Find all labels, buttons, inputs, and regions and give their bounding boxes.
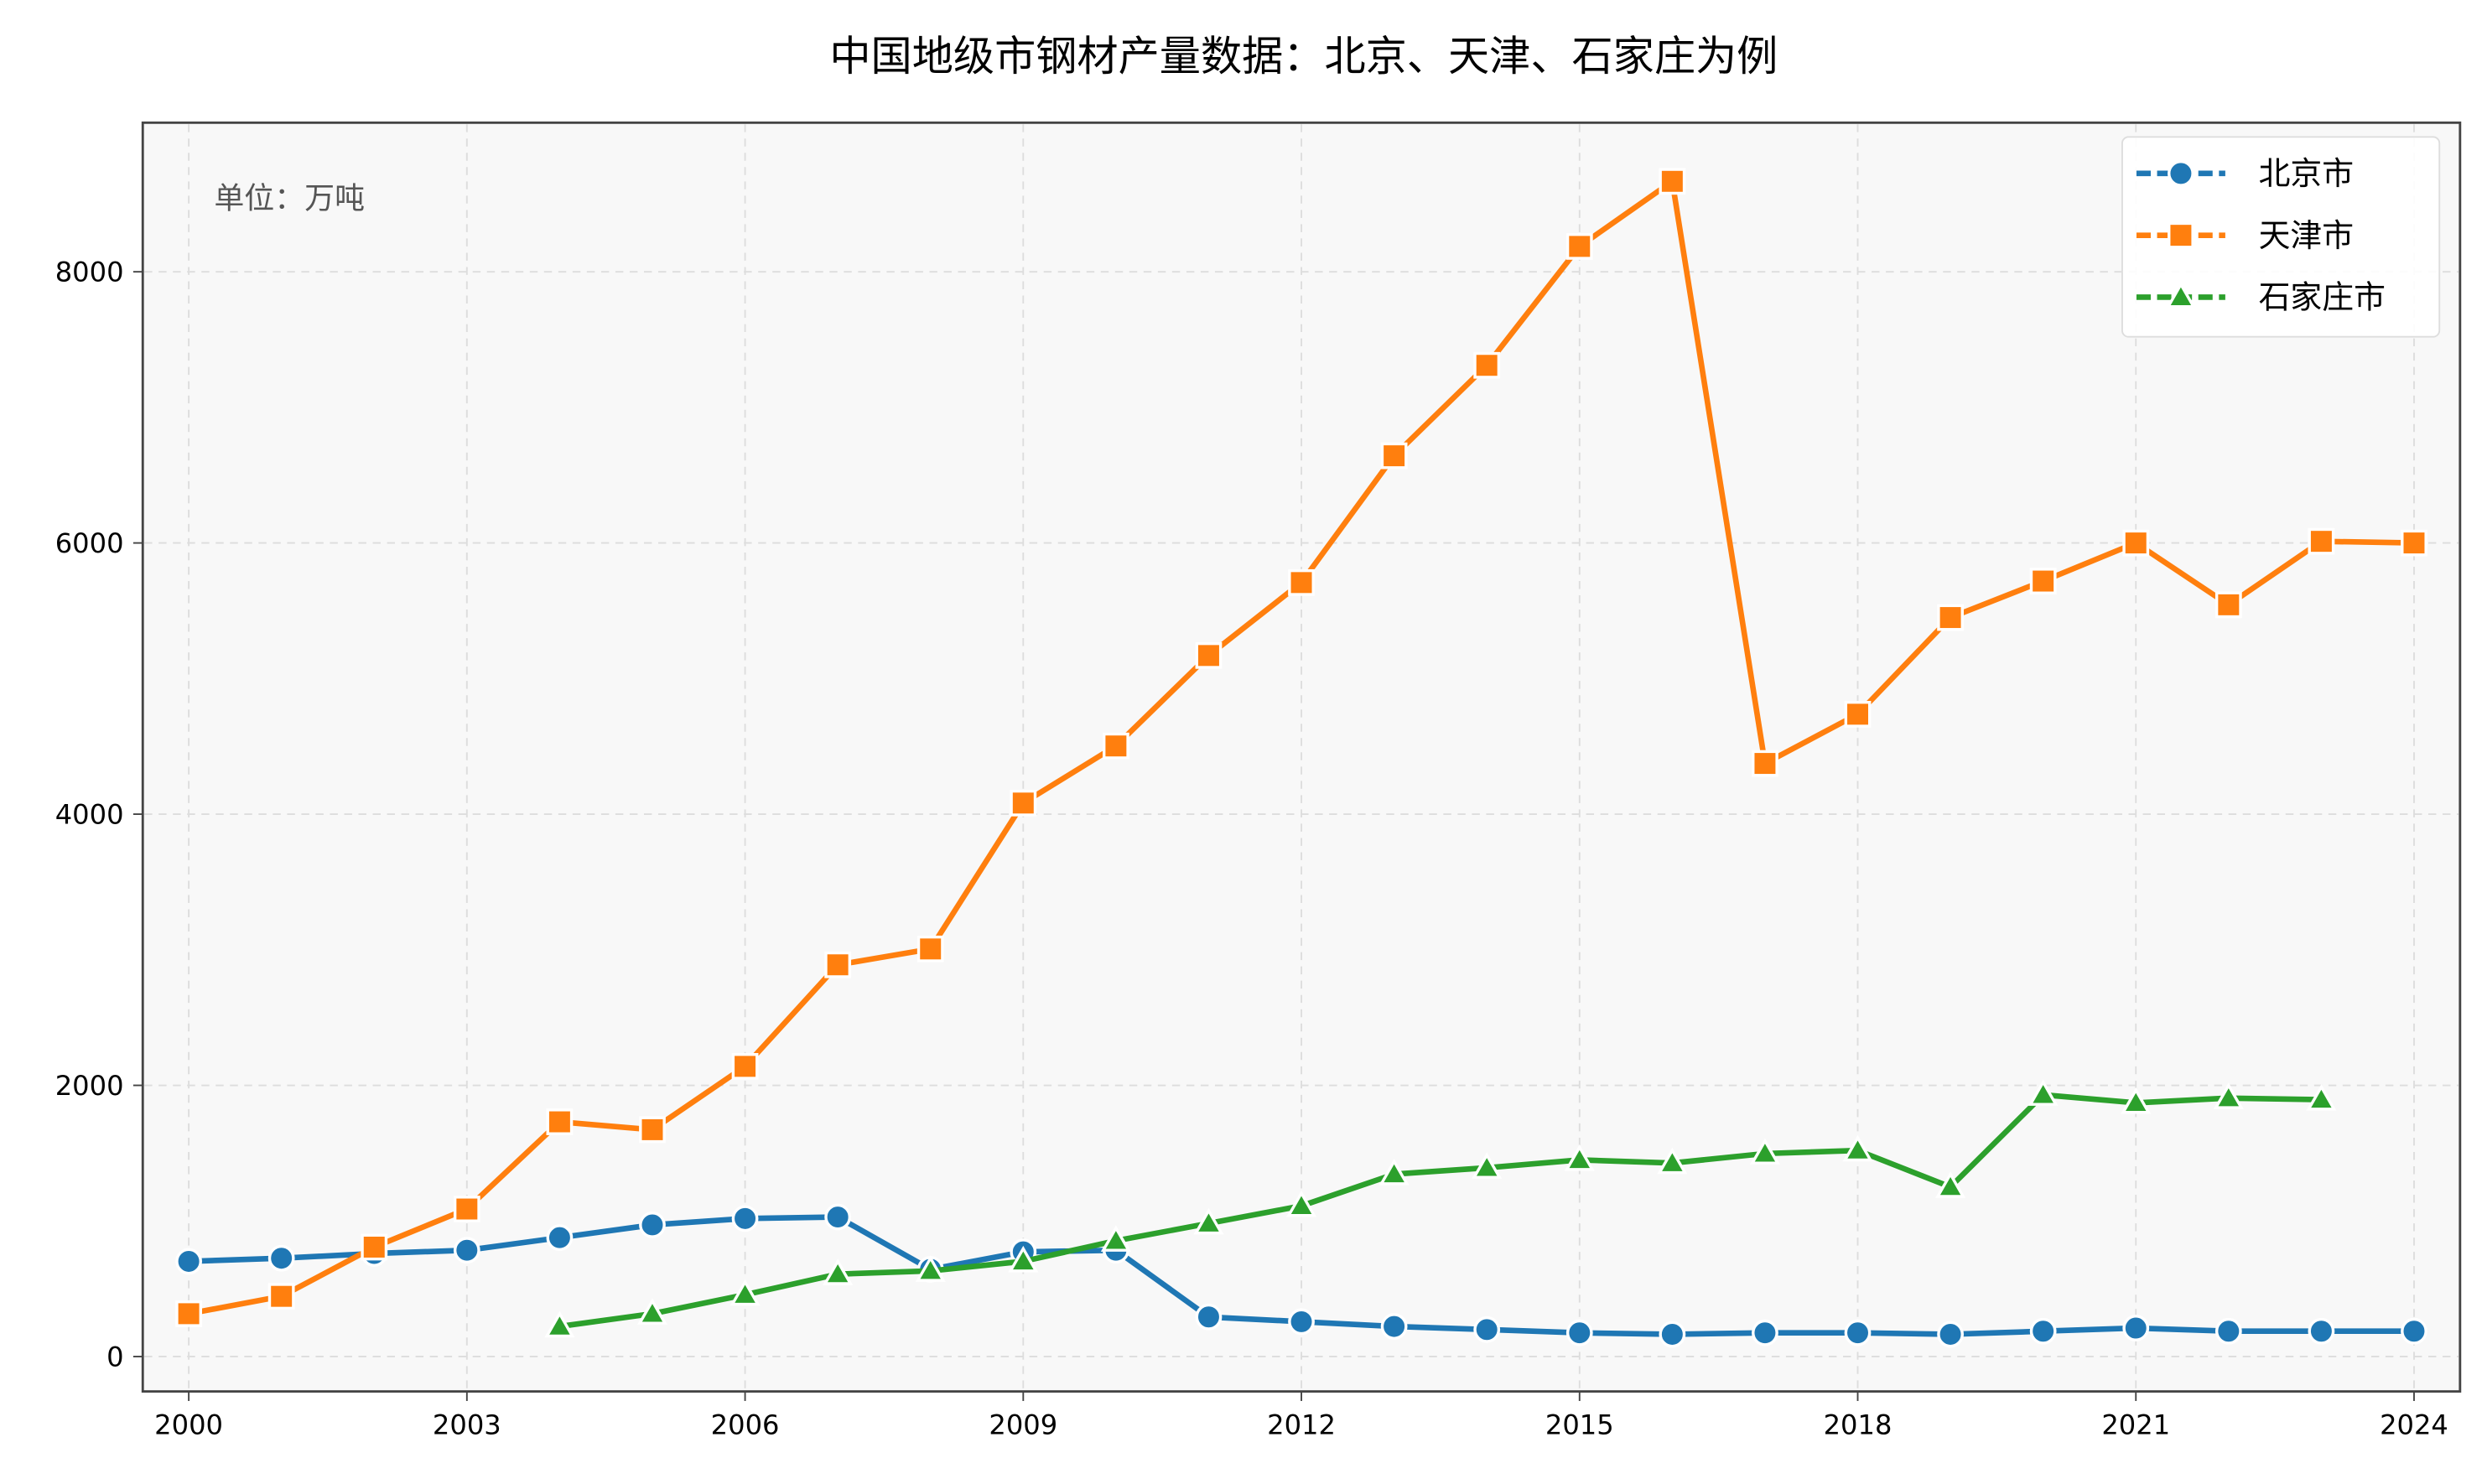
data-point [823,1258,854,1285]
data-point [546,1224,574,1252]
data-point [2214,591,2242,619]
data-point [175,1248,202,1275]
data-point [1935,1171,1966,1198]
data-point [544,1310,575,1338]
y-tick-label: 4000 [55,798,124,830]
legend-label: 天津市 [2259,217,2355,254]
data-point [1195,641,1223,669]
data-point [1288,568,1315,596]
data-point [2122,1315,2150,1341]
data-point [1937,1321,1964,1348]
x-tick-label: 2000 [154,1409,223,1441]
legend-label: 石家庄市 [2259,279,2386,316]
x-tick-label: 2006 [711,1409,780,1441]
data-point [2306,1083,2337,1111]
data-point [453,1196,480,1222]
data-point [1659,168,1686,195]
series-1 [175,168,2427,1327]
x-tick-label: 2009 [989,1409,1057,1441]
x-tick-label: 2015 [1545,1409,1614,1441]
data-point [2028,1079,2059,1106]
data-point [361,1233,388,1261]
data-point [1842,1134,1873,1162]
legend-label: 北京市 [2259,155,2355,192]
data-point [915,1255,946,1282]
data-point [267,1244,295,1272]
data-point [1749,1138,1781,1165]
data-point [2029,1317,2057,1345]
legend-marker [2165,281,2196,309]
x-tick-label: 2024 [2380,1409,2448,1441]
data-point [2214,1317,2242,1345]
data-point [175,1300,202,1327]
data-point [546,1108,574,1135]
data-point [639,1116,666,1144]
data-point [1472,1152,1503,1179]
data-point [1193,1207,1224,1235]
data-point [729,1279,761,1306]
data-point [636,1298,668,1325]
data-point [639,1212,666,1238]
data-point [2308,527,2335,555]
data-point [267,1283,295,1310]
series-0 [175,1203,2427,1348]
data-point [1752,1319,1778,1346]
data-point [1844,1319,1872,1346]
y-tick-label: 8000 [55,256,124,288]
data-point [2401,529,2427,557]
data-point [1564,1144,1595,1171]
x-tick-label: 2018 [1824,1409,1893,1441]
data-point [1565,1319,1593,1346]
x-tick-label: 2012 [1267,1409,1336,1441]
chart-title: 中国地级市钢材产量数据：北京、天津、石家庄为例 [829,32,1778,80]
data-point [2401,1317,2427,1345]
data-point [1285,1190,1317,1217]
series-line [558,1092,2322,1330]
y-tick-label: 6000 [55,527,124,559]
data-point [1100,1225,1131,1252]
data-point [824,1203,852,1231]
data-point [1657,1147,1688,1175]
x-tick-label: 2021 [2101,1409,2170,1441]
data-point [1565,233,1593,260]
data-point [2029,568,2057,594]
data-point [824,951,852,978]
data-point [1380,1313,1408,1340]
data-point [453,1237,480,1264]
data-point [1473,1315,1501,1343]
data-point [916,935,944,963]
data-point [731,1052,759,1080]
data-point [1473,351,1501,379]
x-tick-label: 2003 [433,1409,501,1441]
data-point [2213,1082,2244,1109]
data-point [2122,529,2150,557]
unit-annotation: 单位：万吨 [214,181,365,215]
data-point [2121,1087,2152,1114]
data-point [1380,442,1408,470]
y-tick-label: 0 [106,1341,123,1372]
data-point [1844,700,1872,728]
data-point [1937,604,1964,631]
legend-marker [2168,221,2194,249]
data-point [1659,1321,1686,1348]
data-point [1102,732,1129,760]
data-point [731,1205,759,1232]
series-2 [544,1079,2337,1338]
data-point [1195,1303,1223,1331]
data-point [1010,789,1037,817]
data-point [2308,1317,2335,1345]
data-point [1752,750,1778,777]
data-point [1288,1308,1315,1336]
y-tick-label: 2000 [55,1070,124,1102]
legend-marker [2168,159,2194,187]
data-point [1378,1158,1410,1186]
data-point [1008,1245,1039,1273]
